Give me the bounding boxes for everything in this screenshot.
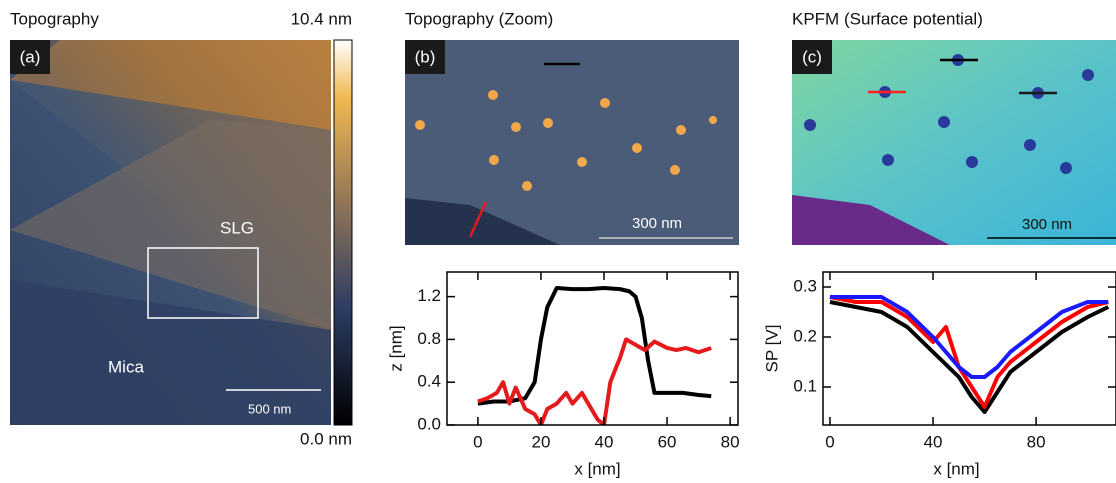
scale-bar-label: 300 nm xyxy=(1022,216,1072,233)
y-tick-label: 0.0 xyxy=(417,414,441,433)
islands xyxy=(804,54,1094,174)
y-tick-label: 1.2 xyxy=(417,286,441,305)
panel-label: (b) xyxy=(415,47,436,66)
region-label: SLG xyxy=(220,218,254,237)
scale-max: 10.4 nm xyxy=(291,9,352,28)
label-box xyxy=(405,40,445,74)
y-tick-label: 0.8 xyxy=(417,329,441,348)
label-box xyxy=(792,40,832,74)
y-axis-label: z [nm] xyxy=(386,325,405,371)
x-tick-label: 60 xyxy=(658,432,677,451)
mica-region xyxy=(405,198,560,245)
graphene-layer xyxy=(10,40,331,130)
x-tick-label: 80 xyxy=(1027,432,1046,451)
colorbar xyxy=(333,39,353,426)
islands xyxy=(415,90,717,191)
plot-frame xyxy=(446,271,739,426)
mica-region xyxy=(792,195,950,245)
data-line xyxy=(829,300,1110,414)
x-tick-label: 20 xyxy=(531,432,550,451)
x-axis-label: x [nm] xyxy=(933,459,979,478)
label-box xyxy=(10,40,50,74)
x-tick-label: 0 xyxy=(473,432,482,451)
y-tick-label: 0.3 xyxy=(793,276,817,295)
y-axis-label: SP [V] xyxy=(762,325,781,373)
mica-region xyxy=(10,280,331,425)
profile-line xyxy=(468,201,488,238)
plot-frame xyxy=(822,271,1116,426)
graphene-layer xyxy=(10,120,331,330)
y-tick-label: 0.4 xyxy=(417,372,441,391)
y-tick-label: 0.2 xyxy=(793,326,817,345)
data-line xyxy=(829,295,1109,379)
panel-title: KPFM (Surface potential) xyxy=(792,9,983,28)
y-tick-label: 0.1 xyxy=(793,376,817,395)
zoom-box xyxy=(147,247,259,319)
panel-title: Topography (Zoom) xyxy=(405,9,553,28)
data-line xyxy=(829,295,1109,409)
data-line xyxy=(477,337,712,425)
panel-title: Topography xyxy=(10,9,99,28)
x-tick-label: 0 xyxy=(825,432,834,451)
scale-bar-label: 300 nm xyxy=(632,215,682,232)
x-tick-label: 80 xyxy=(721,432,740,451)
x-tick-label: 40 xyxy=(595,432,614,451)
x-axis-label: x [nm] xyxy=(574,459,620,478)
data-line xyxy=(477,286,712,406)
panel-label: (c) xyxy=(802,47,822,66)
scale-bar-label: 500 nm xyxy=(248,401,291,416)
region-label: Mica xyxy=(108,357,144,376)
panel-label: (a) xyxy=(20,47,41,66)
x-tick-label: 40 xyxy=(924,432,943,451)
scale-min: 0.0 nm xyxy=(300,429,352,448)
